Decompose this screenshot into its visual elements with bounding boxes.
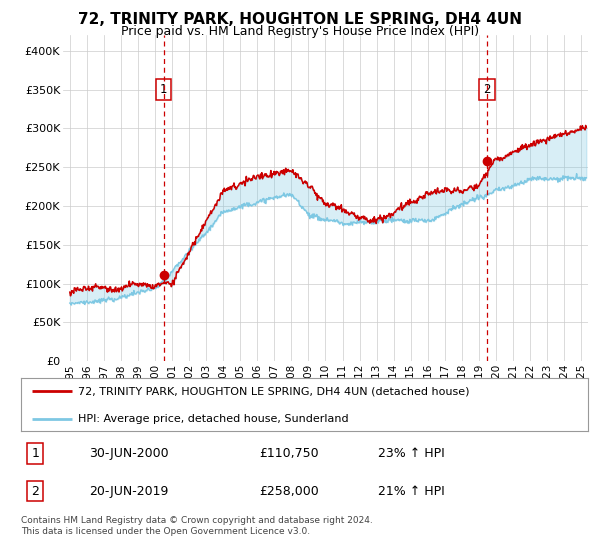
Text: HPI: Average price, detached house, Sunderland: HPI: Average price, detached house, Sund… — [78, 414, 349, 424]
Text: £110,750: £110,750 — [259, 447, 319, 460]
Text: 72, TRINITY PARK, HOUGHTON LE SPRING, DH4 4UN: 72, TRINITY PARK, HOUGHTON LE SPRING, DH… — [78, 12, 522, 27]
Text: 20-JUN-2019: 20-JUN-2019 — [89, 485, 169, 498]
Text: Contains HM Land Registry data © Crown copyright and database right 2024.
This d: Contains HM Land Registry data © Crown c… — [21, 516, 373, 536]
Text: 2: 2 — [31, 485, 39, 498]
Text: £258,000: £258,000 — [259, 485, 319, 498]
Text: 72, TRINITY PARK, HOUGHTON LE SPRING, DH4 4UN (detached house): 72, TRINITY PARK, HOUGHTON LE SPRING, DH… — [78, 386, 469, 396]
Text: Price paid vs. HM Land Registry's House Price Index (HPI): Price paid vs. HM Land Registry's House … — [121, 25, 479, 38]
Text: 30-JUN-2000: 30-JUN-2000 — [89, 447, 169, 460]
Text: 2: 2 — [483, 83, 490, 96]
Text: 21% ↑ HPI: 21% ↑ HPI — [378, 485, 445, 498]
Text: 1: 1 — [31, 447, 39, 460]
Text: 1: 1 — [160, 83, 167, 96]
Text: 23% ↑ HPI: 23% ↑ HPI — [378, 447, 445, 460]
